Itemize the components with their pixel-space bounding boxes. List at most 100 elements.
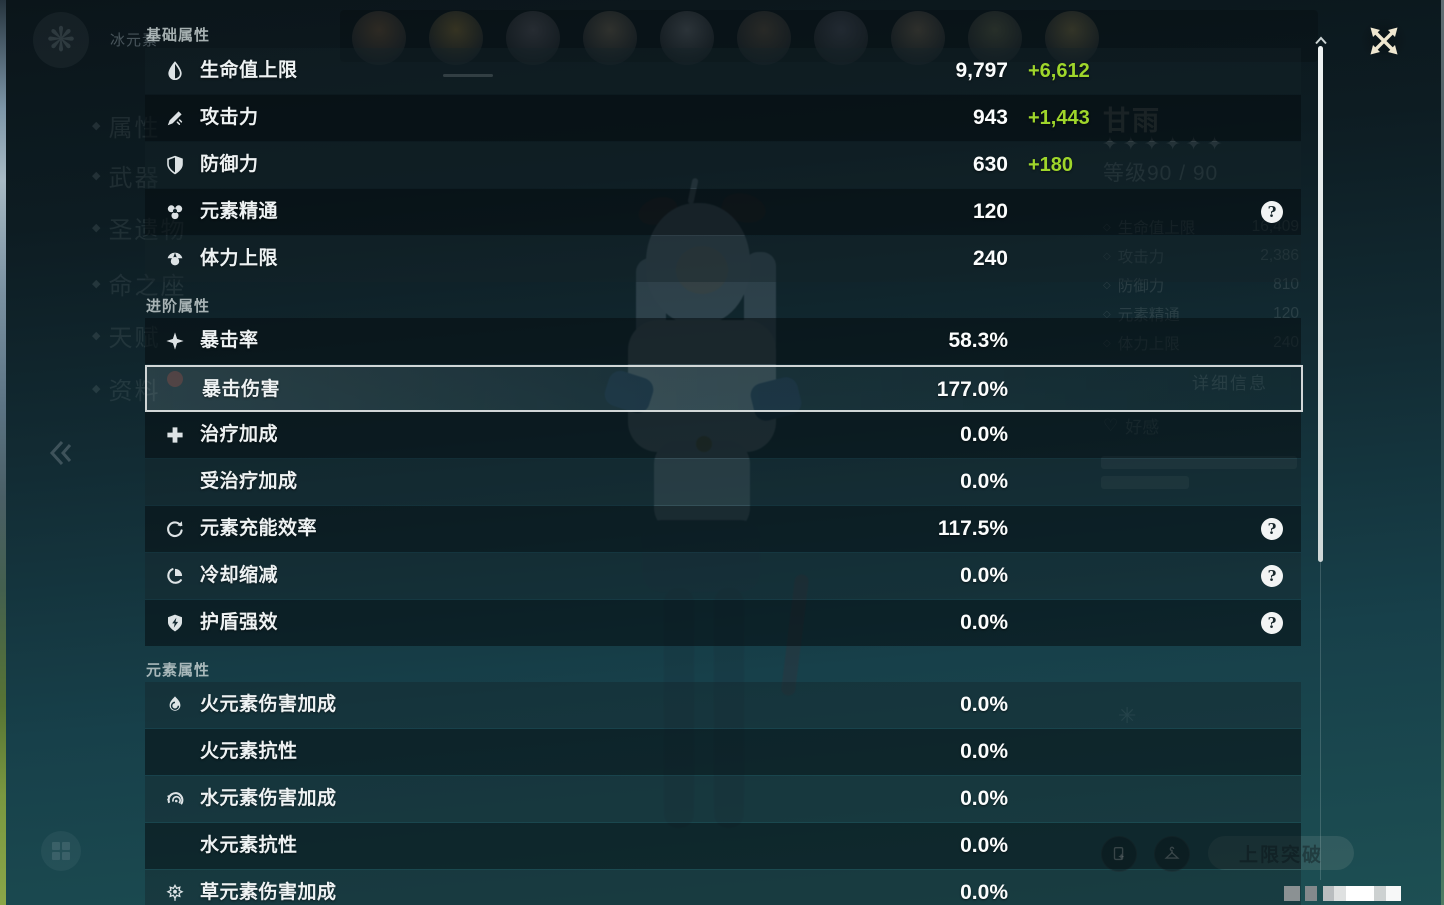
diamond-bullet-icon: ◆	[92, 120, 101, 132]
party-avatar	[429, 11, 483, 65]
censor-block	[1284, 886, 1300, 901]
stat-value: 0.0%	[960, 423, 1008, 446]
stat-row[interactable]: 水元素伤害加成 0.0%	[145, 776, 1301, 822]
sidebar-item-label: 武器	[108, 165, 161, 192]
censor-block	[1305, 886, 1317, 901]
stat-row[interactable]: 生命值上限 9,797 +6,612	[145, 48, 1301, 94]
character-description-line	[1101, 456, 1297, 469]
stat-value: 0.0%	[960, 740, 1008, 763]
hp-icon	[165, 61, 185, 81]
close-button[interactable]	[1360, 17, 1408, 65]
stat-label: 防御力	[200, 154, 259, 175]
diamond-bullet-icon: ◇	[1103, 279, 1111, 291]
stat-row[interactable]: 攻击力 943 +1,443	[145, 95, 1301, 141]
party-avatar	[506, 11, 560, 65]
stat-row[interactable]: 防御力 630 +180	[145, 142, 1301, 188]
stat-label: 火元素抗性	[200, 741, 298, 762]
stat-value: 630	[972, 153, 1008, 176]
scrollbar-thumb[interactable]	[1318, 46, 1323, 562]
stat-row[interactable]: 水元素抗性 0.0%	[145, 823, 1301, 869]
stat-value: 177.0%	[936, 378, 1008, 401]
sidebar-item-label: 命之座	[108, 273, 187, 300]
censor-block	[1346, 886, 1374, 901]
section-title: 进阶属性	[146, 298, 211, 315]
shield-strength-icon	[165, 613, 185, 633]
help-icon[interactable]: ?	[1261, 518, 1283, 540]
stat-row[interactable]: 元素精通 120?	[145, 189, 1301, 235]
help-icon[interactable]: ?	[1261, 565, 1283, 587]
stat-label: 草元素伤害加成	[200, 882, 337, 903]
sidebar-item-3: ◆ 命之座	[92, 266, 186, 301]
stat-value: 0.0%	[960, 787, 1008, 810]
censor-block	[1323, 886, 1334, 901]
party-avatar	[660, 11, 714, 65]
bg-stat-label: 防御力	[1117, 278, 1165, 295]
scrollbar-track	[1320, 562, 1321, 880]
close-icon	[1370, 27, 1398, 55]
help-icon[interactable]: ?	[1261, 612, 1283, 634]
stat-value: 0.0%	[960, 834, 1008, 857]
party-avatar	[583, 11, 637, 65]
stat-row[interactable]: 草元素伤害加成 0.0%	[145, 870, 1301, 905]
hydro-icon	[165, 789, 185, 809]
stat-label: 治疗加成	[200, 424, 279, 445]
stat-row[interactable]: 暴击伤害 177.0%	[145, 365, 1303, 412]
stat-value: 0.0%	[960, 470, 1008, 493]
energy-recharge-icon	[165, 519, 185, 539]
censor-block	[1374, 886, 1386, 901]
pyro-icon	[165, 695, 185, 715]
stat-label: 生命值上限	[200, 60, 298, 81]
stat-label: 元素精通	[200, 201, 279, 222]
menu-grid-button	[41, 831, 81, 871]
bg-stat-value: 810	[1273, 276, 1299, 293]
stat-row[interactable]: 护盾强效 0.0%?	[145, 600, 1301, 646]
stat-row[interactable]: 受治疗加成 0.0%	[145, 459, 1301, 505]
censored-uid	[1284, 886, 1401, 901]
help-icon[interactable]: ?	[1261, 201, 1283, 223]
details-info-label: 详细信息	[1192, 369, 1268, 394]
element-label: 冰元素	[110, 32, 159, 49]
stat-value: 0.0%	[960, 881, 1008, 904]
cryo-element-emblem-icon: ❋	[33, 12, 89, 68]
stat-label: 暴击伤害	[202, 379, 281, 400]
party-avatar	[352, 11, 406, 65]
bg-stat-row: ◇ 防御力 810	[1103, 274, 1299, 296]
selected-avatar-indicator	[443, 74, 493, 77]
stat-label: 冷却缩减	[200, 565, 279, 586]
sidebar-item-1: ◆ 武器	[92, 158, 160, 193]
stat-label: 受治疗加成	[200, 471, 298, 492]
stat-row[interactable]: 体力上限 240	[145, 236, 1301, 282]
character-level: 等级90 / 90	[1103, 162, 1219, 185]
def-icon	[165, 155, 185, 175]
sparkle-icon: ✳	[1118, 703, 1137, 728]
bg-stat-value: 120	[1273, 305, 1299, 322]
diamond-bullet-icon: ◆	[92, 222, 101, 234]
stat-bonus: +1,443	[1028, 107, 1090, 129]
bg-stat-value: 2,386	[1260, 247, 1299, 264]
stat-label: 元素充能效率	[200, 518, 318, 539]
diamond-bullet-icon: ◆	[92, 278, 101, 290]
stat-value: 240	[972, 247, 1008, 270]
stat-row[interactable]: 元素充能效率 117.5%?	[145, 506, 1301, 552]
party-avatar	[737, 11, 791, 65]
stat-value: 58.3%	[948, 329, 1008, 352]
party-avatar-bar	[340, 10, 1318, 62]
stat-value: 9,797	[955, 59, 1008, 82]
chevron-left-icon	[46, 438, 72, 473]
censor-block	[1386, 886, 1401, 901]
stat-row[interactable]: 治疗加成 0.0%	[145, 412, 1301, 458]
stat-label: 水元素伤害加成	[200, 788, 337, 809]
stat-row[interactable]: 暴击率 58.3%	[145, 318, 1301, 364]
stat-label: 暴击率	[200, 330, 259, 351]
stat-row[interactable]: 火元素抗性 0.0%	[145, 729, 1301, 775]
diamond-bullet-icon: ◆	[92, 330, 101, 342]
scroll-up-caret-icon[interactable]	[1314, 32, 1328, 50]
stat-value: 943	[972, 106, 1008, 129]
diamond-bullet-icon: ◇	[1103, 308, 1111, 320]
stat-row[interactable]: 火元素伤害加成 0.0%	[145, 682, 1301, 728]
stat-row[interactable]: 冷却缩减 0.0%?	[145, 553, 1301, 599]
stat-value: 117.5%	[937, 517, 1008, 540]
section-title: 元素属性	[146, 662, 211, 679]
